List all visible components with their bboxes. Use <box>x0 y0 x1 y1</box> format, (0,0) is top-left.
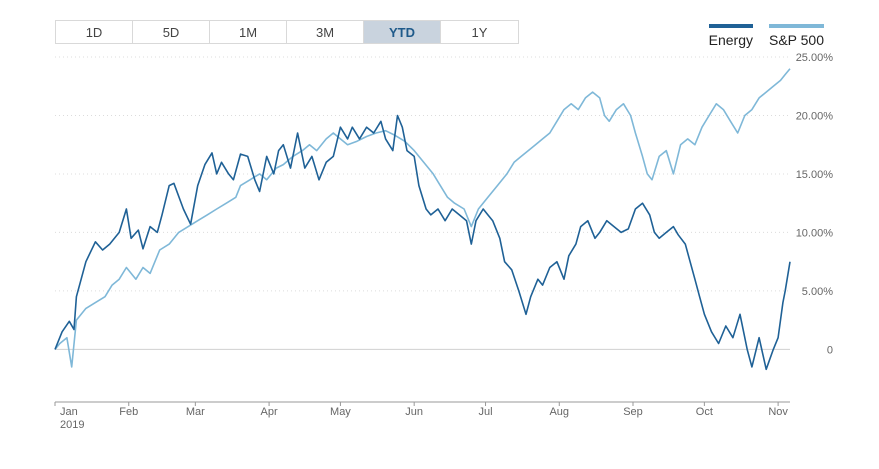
legend-label: Energy <box>708 32 753 48</box>
y-tick-label: 10.00% <box>796 227 834 239</box>
legend-label: S&P 500 <box>768 32 824 48</box>
x-tick-label: Mar <box>186 406 205 418</box>
x-tick-label: Nov <box>768 406 788 418</box>
range-button-5d[interactable]: 5D <box>133 21 210 43</box>
legend-item: Energy <box>708 24 753 48</box>
x-tick-label: Oct <box>696 406 713 418</box>
range-button-3m[interactable]: 3M <box>287 21 364 43</box>
x-tick-label: Sep <box>623 406 643 418</box>
range-button-1d[interactable]: 1D <box>56 21 133 43</box>
x-tick-label: Jan <box>60 406 78 418</box>
y-tick-label: 25.00% <box>796 52 834 64</box>
legend-swatch <box>708 24 753 28</box>
x-tick-label: Jun <box>405 406 423 418</box>
range-button-1m[interactable]: 1M <box>210 21 287 43</box>
series-line-energy <box>54 114 791 371</box>
x-tick-label: Feb <box>119 406 138 418</box>
y-tick-label: 15.00% <box>796 169 834 181</box>
x-tick-label: Aug <box>549 406 569 418</box>
x-tick-label: May <box>330 406 351 418</box>
range-button-ytd[interactable]: YTD <box>364 21 441 43</box>
range-button-1y[interactable]: 1Y <box>441 21 518 43</box>
y-tick-label: 20.00% <box>796 110 834 122</box>
legend-swatch <box>768 24 824 28</box>
x-tick-label: Apr <box>261 406 278 418</box>
y-tick-label: 5.00% <box>802 286 833 298</box>
legend-item: S&P 500 <box>768 24 824 48</box>
x-tick-label: Jul <box>479 406 493 418</box>
series-line-s-p-500 <box>54 68 791 368</box>
chart-legend: Energy S&P 500 <box>693 24 824 48</box>
y-tick-label: 0 <box>827 344 833 356</box>
date-range-selector: 1D 5D 1M 3M YTD 1Y <box>55 20 519 44</box>
x-tick-sublabel: 2019 <box>60 419 84 431</box>
